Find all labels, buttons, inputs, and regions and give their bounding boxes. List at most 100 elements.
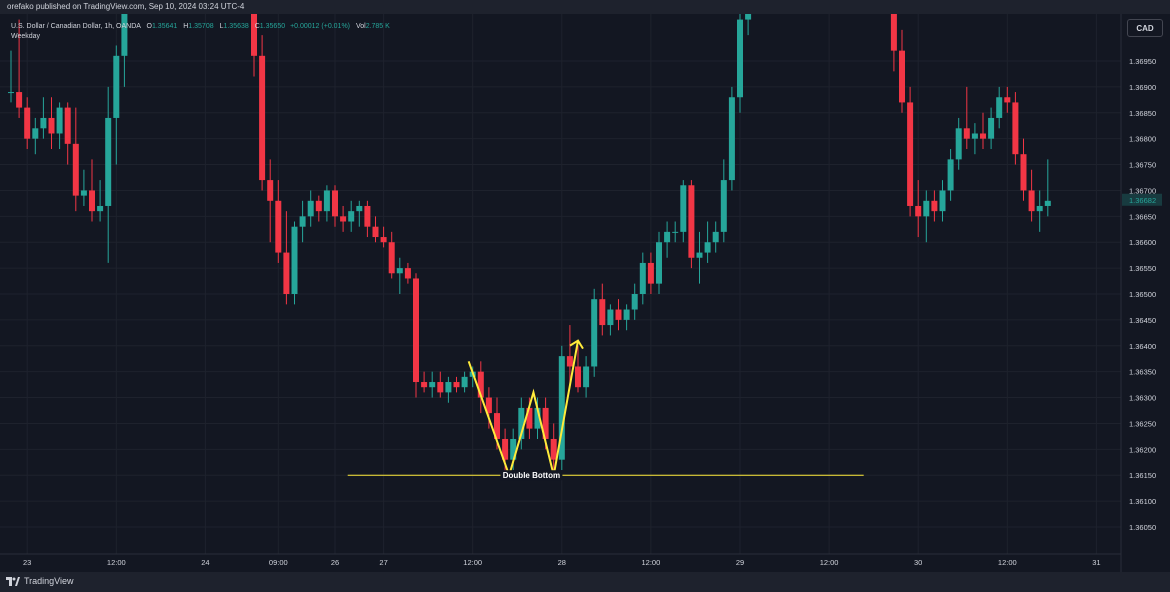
price-tick-label: 1.36400: [1129, 342, 1156, 351]
candle-body: [534, 407, 541, 429]
candle-body: [477, 371, 484, 398]
candle-body: [372, 226, 379, 238]
price-tick-label: 1.36800: [1129, 135, 1156, 144]
brand-bar: [0, 572, 1170, 592]
candle-up: [583, 356, 590, 398]
price-tick-label: 1.36300: [1129, 394, 1156, 403]
candle-down: [575, 345, 581, 393]
candle-up: [121, 14, 128, 87]
time-tick-label: 09:00: [269, 558, 288, 567]
time-tick-label: 24: [201, 558, 209, 567]
candle-up: [323, 185, 330, 222]
candle-up: [445, 376, 452, 403]
candle-body: [996, 97, 1003, 118]
candle-body: [502, 438, 509, 460]
candle-body: [639, 262, 646, 294]
candle-up: [534, 397, 541, 439]
time-axis[interactable]: 23 12:00 24 09:00 26 27 12:00 28 12:00 29 12:00 30 1…: [23, 558, 1101, 567]
candle-down: [485, 387, 492, 429]
candle-down: [380, 226, 387, 248]
candle-down: [89, 159, 95, 222]
candle-up: [971, 123, 978, 155]
pattern-label: Double Bottom: [503, 471, 560, 480]
candle-body: [32, 128, 39, 139]
candle-body: [461, 376, 468, 388]
candle-body: [291, 226, 298, 294]
candle-body: [575, 366, 581, 388]
candle-up: [728, 86, 735, 191]
candle-down: [340, 205, 347, 232]
candle-down: [48, 97, 55, 150]
candle-body: [656, 242, 662, 284]
candle-body: [364, 205, 371, 227]
candle-down: [16, 19, 23, 118]
volume-value: 2.785 K: [365, 23, 390, 30]
candle-body: [915, 205, 922, 217]
candle-body: [558, 356, 565, 460]
candle-down: [647, 252, 654, 294]
candlestick-chart[interactable]: Double Bottom 1.36950 1.36900 1.36850 1.368…: [0, 14, 1170, 592]
candle-body: [1020, 154, 1027, 191]
candle-body: [348, 211, 355, 222]
candle-body: [299, 216, 306, 227]
price-tick-label: 1.36500: [1129, 290, 1156, 299]
candle-down: [899, 29, 905, 113]
candle-body: [939, 190, 946, 212]
currency-button[interactable]: CAD: [1127, 19, 1163, 37]
candle-body: [963, 128, 970, 139]
candle-up: [947, 149, 954, 201]
price-tick-label: 1.36200: [1129, 445, 1156, 454]
candle-body: [89, 190, 95, 212]
candle-down: [72, 107, 79, 212]
candle-body: [64, 107, 71, 144]
candle-up: [996, 86, 1003, 129]
candle-body: [1036, 205, 1043, 212]
price-tick-label: 1.36600: [1129, 238, 1156, 247]
candle-body: [696, 252, 703, 258]
candle-down: [963, 86, 970, 150]
tradingview-logo-icon: [6, 576, 20, 586]
candle-body: [704, 242, 711, 253]
price-axis[interactable]: 1.36950 1.36900 1.36850 1.36800 1.36750 1.367…: [1122, 57, 1162, 532]
candle-down: [283, 211, 290, 305]
time-tick-label: 12:00: [820, 558, 839, 567]
time-tick-label: 29: [736, 558, 744, 567]
price-tick-label: 1.36550: [1129, 264, 1156, 273]
candle-body: [437, 382, 444, 393]
time-tick-label: 28: [558, 558, 566, 567]
candle-up: [291, 221, 298, 305]
candle-up: [664, 221, 671, 258]
candle-body: [380, 237, 387, 243]
candle-up: [105, 86, 112, 263]
candle-up: [97, 180, 104, 222]
session-label: Weekday: [11, 33, 41, 40]
time-tick-label: 12:00: [998, 558, 1017, 567]
high-label: H: [183, 23, 189, 30]
candle-body: [80, 190, 87, 196]
close-value: 1.35650: [259, 23, 286, 30]
open-label: O: [146, 23, 152, 30]
candle-body: [340, 216, 347, 222]
price-tick-label: 1.36700: [1129, 186, 1156, 195]
price-tick-label: 1.36750: [1129, 161, 1156, 170]
candle-down: [315, 195, 322, 222]
candle-down: [615, 299, 622, 331]
candle-up: [396, 257, 403, 294]
candle-body: [980, 133, 986, 139]
candle-up: [1044, 159, 1051, 217]
candle-body: [404, 268, 411, 279]
candle-up: [429, 371, 436, 398]
candle-body: [283, 252, 290, 294]
candle-body: [396, 268, 403, 274]
candle-down: [890, 14, 897, 72]
candle-down: [931, 190, 938, 222]
price-tick-label: 1.36100: [1129, 497, 1156, 506]
candle-body: [955, 128, 962, 160]
candle-body: [251, 14, 257, 56]
candle-up: [639, 252, 646, 305]
price-tick-label: 1.36450: [1129, 316, 1156, 325]
candle-body: [1004, 97, 1011, 103]
candle-body: [315, 200, 322, 212]
price-tick-label: 1.36900: [1129, 83, 1156, 92]
tradingview-brand[interactable]: TradingView: [6, 576, 74, 586]
